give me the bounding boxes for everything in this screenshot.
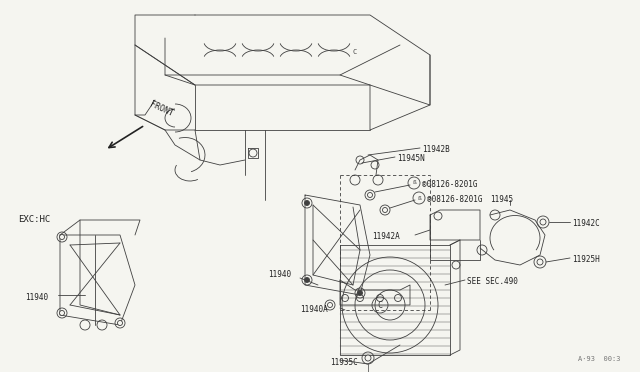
Text: A·93  00:3: A·93 00:3 xyxy=(577,356,620,362)
Text: EXC:HC: EXC:HC xyxy=(18,215,51,224)
Text: C: C xyxy=(378,301,383,310)
Text: C: C xyxy=(353,49,357,55)
Text: 11940: 11940 xyxy=(25,293,48,302)
Text: ®08126-8201G: ®08126-8201G xyxy=(427,195,483,204)
Text: ®08126-8201G: ®08126-8201G xyxy=(422,180,477,189)
Circle shape xyxy=(365,355,371,361)
Circle shape xyxy=(60,234,65,240)
Text: 11935C: 11935C xyxy=(330,358,358,367)
Circle shape xyxy=(60,311,65,315)
Text: 11942A: 11942A xyxy=(372,232,400,241)
Text: 11940: 11940 xyxy=(268,270,291,279)
Circle shape xyxy=(358,291,362,295)
Text: ß: ß xyxy=(417,196,421,201)
Circle shape xyxy=(118,321,122,326)
Text: 11942C: 11942C xyxy=(572,219,600,228)
Text: FRONT: FRONT xyxy=(148,99,175,118)
Circle shape xyxy=(328,302,333,308)
Text: SEE SEC.490: SEE SEC.490 xyxy=(467,277,518,286)
Circle shape xyxy=(305,278,310,282)
Text: 11942B: 11942B xyxy=(422,145,450,154)
Text: 11945: 11945 xyxy=(490,195,513,204)
Text: 11940A: 11940A xyxy=(300,305,328,314)
Circle shape xyxy=(305,201,310,205)
Text: 11945N: 11945N xyxy=(397,154,425,163)
Text: 11925H: 11925H xyxy=(572,255,600,264)
Text: ß: ß xyxy=(412,180,416,186)
